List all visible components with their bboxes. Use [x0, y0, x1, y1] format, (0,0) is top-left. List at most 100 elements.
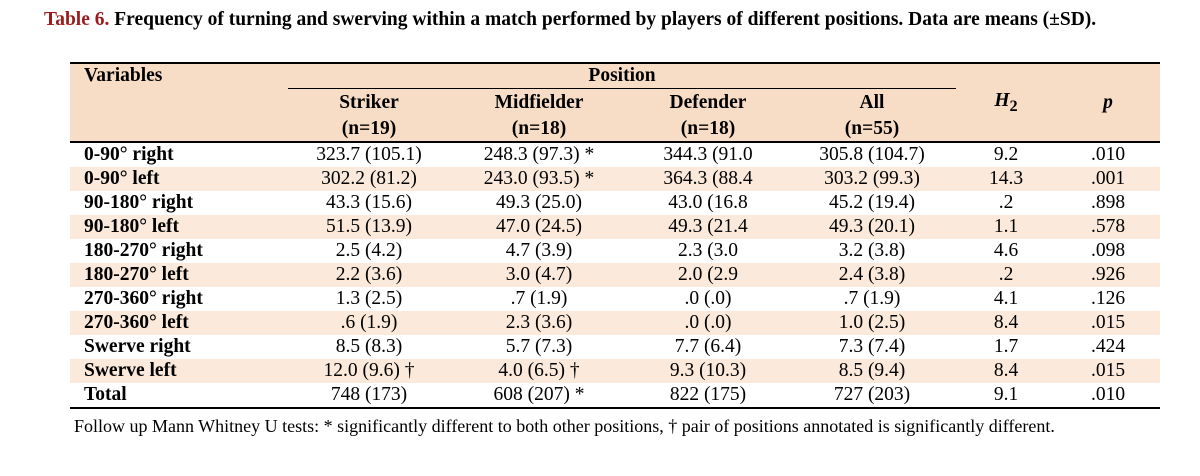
cell-midfielder: 5.7 (7.3) [505, 336, 573, 358]
cell-h: .2 [998, 192, 1014, 214]
cell-h: 4.6 [993, 240, 1019, 262]
cell-striker: .6 (1.9) [340, 312, 398, 334]
table-row: 180-270° right 2.5 (4.2) 4.7 (3.9) 2.3 (3.0… [70, 239, 1160, 263]
col-all-header: All [859, 92, 885, 114]
cell-variable: 180-270° left [84, 264, 189, 286]
variables-header: Variables [70, 62, 288, 89]
table-row: 90-180° left 51.5 (13.9) 47.0 (24.5) 49.3 (… [70, 215, 1160, 240]
cell-variable: 270-360° right [84, 288, 203, 310]
header-row-1: Variables Position [70, 62, 1160, 89]
h-subscript: 2 [1009, 96, 1018, 115]
cell-midfielder: 608 (207) * [450, 383, 628, 410]
cell-striker: 748 (173) [288, 383, 450, 410]
cell-h: .2 [998, 264, 1014, 286]
cell-striker: 323.7 (105.1) [316, 144, 422, 166]
cell-all: 45.2 (19.4) [828, 192, 916, 214]
cell-h: 9.2 [993, 144, 1019, 166]
cell-midfielder: 243.0 (93.5) * [483, 168, 595, 190]
cell-striker: 51.5 (13.9) [325, 216, 413, 238]
table-footnote: Follow up Mann Whitney U tests: * signif… [74, 416, 1055, 436]
header-row-3: (n=19) (n=18) (n=18) (n=55) [70, 117, 1160, 144]
cell-all: 7.3 (7.4) [838, 336, 906, 358]
table-row: 0-90° left 302.2 (81.2) 243.0 (93.5) * 364.… [70, 167, 1160, 192]
cell-p: .010 [1090, 144, 1126, 166]
cell-h: 8.4 [993, 360, 1019, 382]
cell-all: 303.2 (99.3) [824, 168, 920, 190]
cell-striker: 2.5 (4.2) [335, 240, 403, 262]
cell-h: 8.4 [993, 312, 1019, 334]
cell-defender: 9.3 (10.3) [669, 360, 747, 382]
cell-midfielder: 47.0 (24.5) [495, 216, 583, 238]
table-row: 0-90° right 323.7 (105.1) 248.3 (97.3) * 34… [70, 142, 1160, 167]
cell-midfielder: 248.3 (97.3) * [483, 144, 595, 166]
cell-variable: Swerve left [84, 360, 177, 382]
col-h-header: H2 [956, 89, 1056, 118]
cell-p: .424 [1090, 336, 1126, 358]
cell-p: .015 [1090, 360, 1126, 382]
cell-midfielder: 3.0 (4.7) [505, 264, 573, 286]
cell-all: 727 (203) [788, 383, 956, 410]
cell-striker: 43.3 (15.6) [325, 192, 413, 214]
cell-all: 3.2 (3.8) [838, 240, 906, 262]
cell-variable: Total [70, 383, 288, 410]
cell-defender: 2.0 (2.9 [677, 264, 739, 286]
col-defender-header: Defender [669, 92, 747, 114]
table-row: Total 748 (173) 608 (207) * 822 (175) 727 (2… [70, 383, 1160, 410]
cell-defender: .0 (.0) [684, 288, 732, 310]
cell-midfielder: 2.3 (3.6) [505, 312, 573, 334]
table-row: 270-360° left .6 (1.9) 2.3 (3.6) .0 (.0) 1.0… [70, 311, 1160, 336]
col-defender-n: (n=18) [628, 117, 788, 144]
cell-striker: 12.0 (9.6) † [323, 360, 415, 382]
cell-defender: .0 (.0) [684, 312, 732, 334]
cell-h: 4.1 [993, 288, 1019, 310]
cell-variable: 0-90° left [84, 168, 160, 190]
cell-all: .7 (1.9) [843, 288, 901, 310]
cell-h: 1.7 [993, 336, 1019, 358]
h-symbol: H [994, 89, 1010, 111]
table-row: 270-360° right 1.3 (2.5) .7 (1.9) .0 (.0) .7… [70, 287, 1160, 311]
col-all-n: (n=55) [788, 117, 956, 144]
cell-midfielder: 4.7 (3.9) [505, 240, 573, 262]
table-caption: Table 6. Frequency of turning and swervi… [44, 8, 1164, 31]
cell-all: 2.4 (3.8) [838, 264, 906, 286]
cell-p: .015 [1090, 312, 1126, 334]
col-striker-n: (n=19) [288, 117, 450, 144]
data-table: Variables Position Striker Midfielder De… [70, 62, 1160, 410]
cell-variable: 90-180° left [84, 216, 179, 238]
cell-defender: 49.3 (21.4 [668, 216, 748, 238]
cell-variable: Swerve right [84, 336, 191, 358]
cell-striker: 2.2 (3.6) [335, 264, 403, 286]
cell-all: 1.0 (2.5) [838, 312, 906, 334]
cell-p: .098 [1090, 240, 1126, 262]
cell-all: 305.8 (104.7) [819, 144, 925, 166]
cell-h: 9.1 [956, 383, 1056, 410]
table-row: 180-270° left 2.2 (3.6) 3.0 (4.7) 2.0 (2.9 2… [70, 263, 1160, 288]
cell-striker: 8.5 (8.3) [335, 336, 403, 358]
table-row: Swerve right 8.5 (8.3) 5.7 (7.3) 7.7 (6.4) 7… [70, 335, 1160, 359]
cell-h: 1.1 [993, 216, 1019, 238]
cell-h: 14.3 [988, 168, 1024, 190]
cell-p: .926 [1090, 264, 1126, 286]
cell-midfielder: 49.3 (25.0) [495, 192, 583, 214]
caption-label: Table 6. [44, 9, 110, 30]
col-midfielder-header: Midfielder [494, 92, 584, 114]
position-header: Position [288, 62, 956, 89]
cell-defender: 2.3 (3.0 [677, 240, 739, 262]
cell-variable: 90-180° right [84, 192, 194, 214]
cell-variable: 0-90° right [84, 144, 174, 166]
table-row: Swerve left 12.0 (9.6) † 4.0 (6.5) † 9.3 (1… [70, 359, 1160, 384]
cell-all: 8.5 (9.4) [838, 360, 906, 382]
table-body: 0-90° right 323.7 (105.1) 248.3 (97.3) * 34… [70, 142, 1160, 410]
col-striker-header: Striker [339, 92, 399, 114]
col-midfielder-n: (n=18) [450, 117, 628, 144]
cell-p: .001 [1090, 168, 1126, 190]
cell-midfielder: 4.0 (6.5) † [498, 360, 580, 382]
cell-p: .898 [1090, 192, 1126, 214]
cell-striker: 1.3 (2.5) [335, 288, 403, 310]
cell-p: .010 [1056, 383, 1160, 410]
col-p-header: p [1056, 89, 1160, 118]
cell-variable: 180-270° right [84, 240, 203, 262]
cell-defender: 822 (175) [628, 383, 788, 410]
cell-midfielder: .7 (1.9) [510, 288, 568, 310]
cell-p: .126 [1090, 288, 1126, 310]
